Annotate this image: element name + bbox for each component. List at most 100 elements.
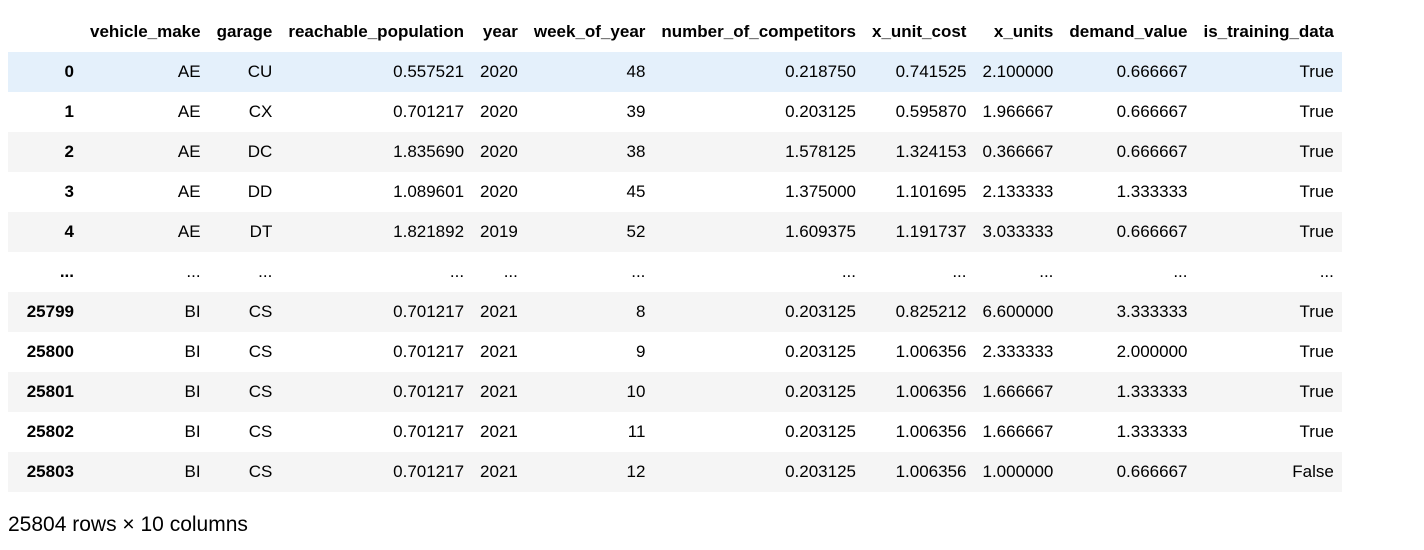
cell-is-training-data: True — [1299, 102, 1334, 121]
cell-garage: CS — [248, 382, 273, 401]
table-row[interactable]: 2 AE DC 1.835690 2020 38 1.578125 1.324153 0.366… — [8, 132, 1342, 172]
table-row[interactable]: 25800 BI CS 0.701217 2021 9 0.203125 1.006356 2.… — [8, 332, 1342, 372]
index-header — [8, 12, 82, 52]
cell-number-of-competitors: 0.203125 — [785, 462, 856, 481]
cell-demand-value: 0.666667 — [1116, 222, 1188, 241]
cell-garage: CX — [248, 102, 273, 121]
row-index: 4 — [64, 222, 74, 241]
cell-week-of-year: 38 — [626, 142, 646, 161]
cell-demand-value: 2.000000 — [1116, 342, 1188, 361]
cell-year: 2021 — [480, 462, 518, 481]
table-row[interactable]: 1 AE CX 0.701217 2020 39 0.203125 0.595870 1.966… — [8, 92, 1342, 132]
cell-year: 2020 — [480, 102, 518, 121]
row-count-summary: 25804 rows × 10 columns — [8, 513, 248, 536]
cell-week-of-year: 52 — [626, 222, 646, 241]
cell-x-unit-cost: 0.741525 — [895, 62, 967, 81]
cell-x-unit-cost: 1.006356 — [895, 422, 967, 441]
cell-x-units: 6.600000 — [982, 302, 1054, 321]
column-header-is-training-data: is_training_data — [1203, 22, 1334, 41]
row-index: 25803 — [26, 462, 74, 481]
cell-week-of-year: 11 — [627, 422, 646, 441]
column-header-number-of-competitors: number_of_competitors — [661, 22, 856, 41]
table-row[interactable]: 25803 BI CS 0.701217 2021 12 0.203125 1.006356 1… — [8, 452, 1342, 492]
table-row[interactable]: 25801 BI CS 0.701217 2021 10 0.203125 1.006356 1… — [8, 372, 1342, 412]
cell-demand-value: ... — [1173, 262, 1188, 281]
cell-x-unit-cost: 0.825212 — [895, 302, 967, 321]
cell-year: 2020 — [480, 62, 518, 81]
cell-demand-value: 0.666667 — [1116, 62, 1188, 81]
cell-week-of-year: 10 — [626, 382, 646, 401]
cell-demand-value: 0.666667 — [1116, 102, 1188, 121]
cell-vehicle-make: BI — [184, 342, 201, 361]
cell-is-training-data: False — [1292, 462, 1334, 481]
cell-x-units: 1.000000 — [982, 462, 1054, 481]
cell-week-of-year: ... — [631, 262, 646, 281]
cell-garage: DD — [247, 182, 273, 201]
table-row[interactable]: 3 AE DD 1.089601 2020 45 1.375000 1.101695 2.133… — [8, 172, 1342, 212]
table-row[interactable]: 25799 BI CS 0.701217 2021 8 0.203125 0.825212 6.… — [8, 292, 1342, 332]
cell-vehicle-make: BI — [184, 302, 201, 321]
cell-vehicle-make: AE — [177, 222, 201, 241]
cell-number-of-competitors: 0.203125 — [785, 382, 856, 401]
cell-year: 2021 — [480, 422, 518, 441]
cell-x-units: 1.966667 — [982, 102, 1054, 121]
cell-reachable-population: 0.557521 — [393, 62, 465, 81]
cell-x-unit-cost: 1.006356 — [895, 382, 967, 401]
cell-vehicle-make: AE — [177, 182, 201, 201]
cell-x-unit-cost: 1.006356 — [895, 462, 967, 481]
cell-week-of-year: 8 — [635, 302, 646, 321]
cell-number-of-competitors: 1.609375 — [785, 222, 856, 241]
cell-demand-value: 0.666667 — [1116, 142, 1188, 161]
cell-reachable-population: 0.701217 — [393, 302, 465, 321]
cell-reachable-population: 1.089601 — [393, 182, 465, 201]
cell-x-units: 3.033333 — [982, 222, 1054, 241]
header-row: vehicle_make garage reachable_population… — [8, 12, 1342, 52]
cell-week-of-year: 39 — [626, 102, 646, 121]
cell-number-of-competitors: 0.203125 — [785, 342, 856, 361]
cell-demand-value: 1.333333 — [1116, 422, 1188, 441]
cell-reachable-population: 0.701217 — [393, 102, 465, 121]
cell-number-of-competitors: 0.218750 — [785, 62, 856, 81]
cell-reachable-population: ... — [449, 262, 465, 281]
cell-reachable-population: 0.701217 — [393, 342, 465, 361]
row-index: 25801 — [26, 382, 74, 401]
cell-garage: ... — [258, 262, 273, 281]
cell-vehicle-make: BI — [184, 422, 201, 441]
cell-is-training-data: True — [1299, 182, 1334, 201]
cell-reachable-population: 1.821892 — [393, 222, 465, 241]
row-index: 25800 — [26, 342, 74, 361]
row-index: 0 — [64, 62, 74, 81]
cell-is-training-data: True — [1299, 62, 1334, 81]
column-header-demand-value: demand_value — [1069, 22, 1188, 41]
table-body: 0 AE CU 0.557521 2020 48 0.218750 0.741525 2.100… — [8, 52, 1342, 492]
column-header-garage: garage — [216, 22, 273, 41]
dataframe-output: vehicle_make garage reachable_population… — [8, 12, 1342, 492]
cell-x-unit-cost: 1.101695 — [895, 182, 967, 201]
cell-x-unit-cost: 1.191737 — [895, 222, 967, 241]
table-row[interactable]: 0 AE CU 0.557521 2020 48 0.218750 0.741525 2.100… — [8, 52, 1342, 92]
row-index: 1 — [64, 102, 74, 121]
column-header-week-of-year: week_of_year — [533, 22, 646, 41]
column-header-x-units: x_units — [993, 22, 1054, 41]
cell-number-of-competitors: 0.203125 — [785, 302, 856, 321]
cell-week-of-year: 48 — [626, 62, 646, 81]
cell-x-unit-cost: 1.324153 — [895, 142, 967, 161]
row-index: ... — [59, 262, 74, 281]
cell-year: ... — [503, 262, 518, 281]
table-row[interactable]: ................................. — [8, 252, 1342, 292]
cell-year: 2021 — [480, 302, 518, 321]
cell-vehicle-make: AE — [177, 62, 201, 81]
cell-x-unit-cost: ... — [952, 262, 967, 281]
cell-reachable-population: 0.701217 — [393, 382, 465, 401]
cell-number-of-competitors: ... — [841, 262, 856, 281]
cell-week-of-year: 9 — [635, 342, 646, 361]
cell-year: 2021 — [480, 382, 518, 401]
cell-demand-value: 0.666667 — [1116, 462, 1188, 481]
cell-is-training-data: True — [1299, 142, 1334, 161]
table-row[interactable]: 25802 BI CS 0.701217 2021 11 0.203125 1.006356 1… — [8, 412, 1342, 452]
cell-garage: CS — [248, 462, 273, 481]
cell-number-of-competitors: 0.203125 — [785, 422, 856, 441]
cell-year: 2019 — [480, 222, 518, 241]
table-row[interactable]: 4 AE DT 1.821892 2019 52 1.609375 1.191737 3.033… — [8, 212, 1342, 252]
cell-garage: CS — [248, 302, 273, 321]
